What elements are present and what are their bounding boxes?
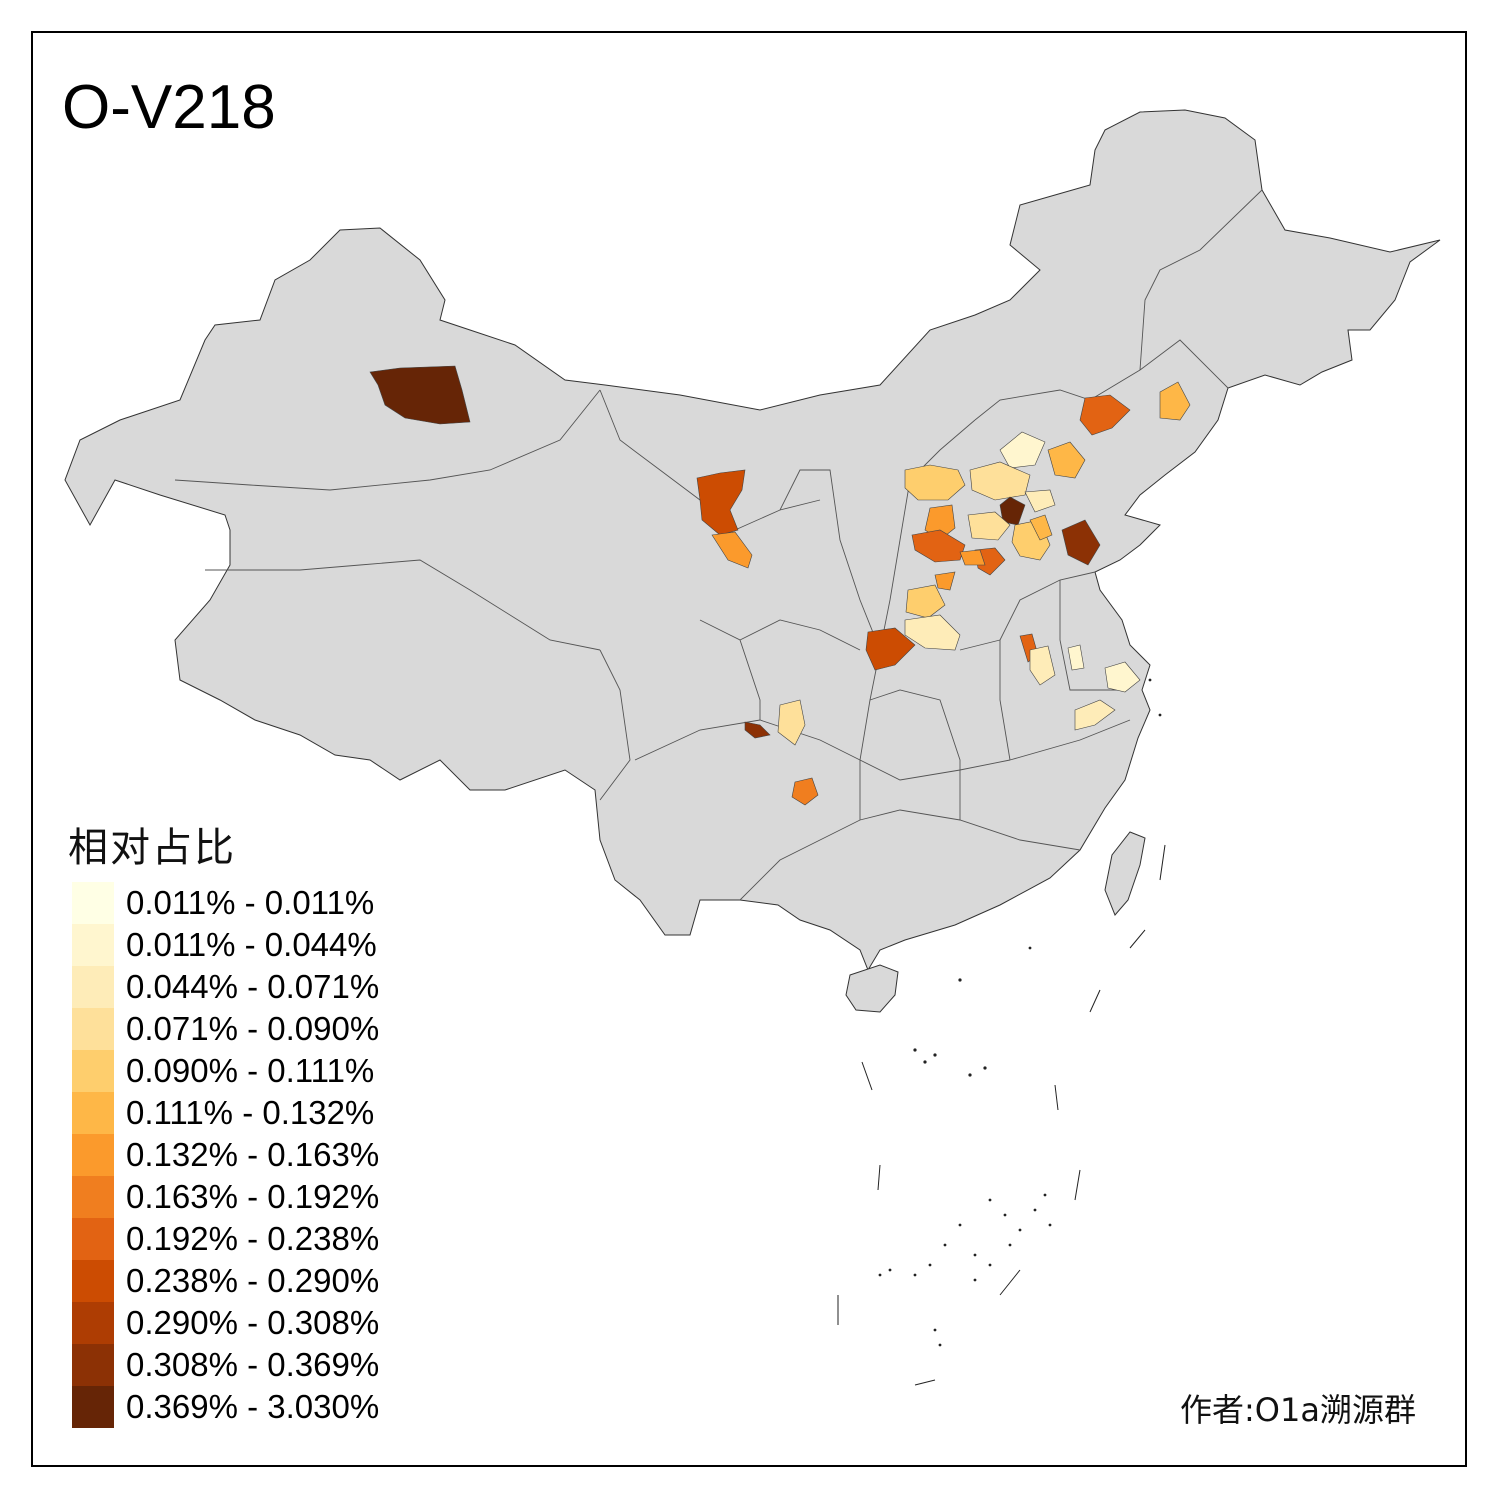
legend-item: 0.238% - 0.290% bbox=[72, 1260, 379, 1302]
legend-label: 0.308% - 0.369% bbox=[126, 1346, 380, 1383]
legend-swatch bbox=[72, 924, 114, 966]
legend-label: 0.071% - 0.090% bbox=[126, 1010, 380, 1047]
author-credit: 作者:O1a溯源群 bbox=[1180, 1391, 1416, 1429]
region-ningxia bbox=[696, 469, 746, 536]
legend-item: 0.071% - 0.090% bbox=[72, 1008, 379, 1050]
region-guizhou bbox=[791, 777, 819, 806]
legend-swatch bbox=[72, 1008, 114, 1050]
legend-item: 0.044% - 0.071% bbox=[72, 966, 379, 1008]
legend-item: 0.369% - 3.030% bbox=[72, 1386, 379, 1428]
legend-label: 0.192% - 0.238% bbox=[126, 1220, 380, 1257]
region-shanxi-south2 bbox=[905, 584, 946, 619]
region-liaoning-south bbox=[1047, 441, 1086, 479]
legend-item: 0.111% - 0.132% bbox=[72, 1092, 379, 1134]
legend-label: 0.111% - 0.132% bbox=[126, 1094, 375, 1131]
legend-item: 0.132% - 0.163% bbox=[72, 1134, 379, 1176]
map-title: O-V218 bbox=[62, 73, 276, 142]
region-xinjiang-north bbox=[369, 365, 471, 425]
legend-label: 0.163% - 0.192% bbox=[126, 1178, 380, 1215]
legend-item: 0.308% - 0.369% bbox=[72, 1344, 379, 1386]
region-tianjin-area bbox=[1024, 489, 1056, 513]
legend-label: 0.011% - 0.044% bbox=[126, 926, 377, 963]
region-shaanxi-south bbox=[865, 627, 916, 671]
hainan-island bbox=[845, 964, 899, 1013]
region-hebei-south2 bbox=[1029, 514, 1053, 541]
legend-item: 0.011% - 0.044% bbox=[72, 924, 379, 966]
region-shanxi-mid2 bbox=[911, 529, 966, 563]
legend-swatch bbox=[72, 1092, 114, 1134]
legend-swatch bbox=[72, 1302, 114, 1344]
legend-title: 相对占比 bbox=[68, 825, 236, 871]
legend: 0.011% - 0.011% 0.011% - 0.044% 0.044% -… bbox=[72, 882, 379, 1428]
legend-swatch bbox=[72, 1218, 114, 1260]
legend-swatch bbox=[72, 1050, 114, 1092]
region-zhejiang bbox=[1074, 699, 1116, 731]
taiwan-island bbox=[1104, 831, 1146, 916]
region-shanxi-north bbox=[904, 464, 966, 501]
region-jilin bbox=[1159, 381, 1191, 421]
region-sichuan-west bbox=[744, 721, 771, 739]
region-anhui-mid bbox=[1029, 645, 1056, 686]
legend-label: 0.238% - 0.290% bbox=[126, 1262, 380, 1299]
region-hebei-zhangjiakou bbox=[969, 461, 1031, 501]
legend-item: 0.192% - 0.238% bbox=[72, 1218, 379, 1260]
region-shandong bbox=[1061, 519, 1101, 566]
legend-swatch bbox=[72, 1134, 114, 1176]
legend-label: 0.011% - 0.011% bbox=[126, 884, 375, 921]
legend-label: 0.044% - 0.071% bbox=[126, 968, 380, 1005]
highlighted-regions bbox=[369, 365, 1191, 806]
region-sichuan bbox=[777, 699, 806, 746]
legend-label: 0.132% - 0.163% bbox=[126, 1136, 380, 1173]
region-shanxi-south bbox=[934, 571, 956, 591]
legend-item: 0.011% - 0.011% bbox=[72, 882, 379, 924]
legend-label: 0.090% - 0.111% bbox=[126, 1052, 375, 1089]
map-frame bbox=[31, 31, 1467, 1467]
south-sea-islands bbox=[837, 844, 1166, 1386]
legend-item: 0.163% - 0.192% bbox=[72, 1176, 379, 1218]
region-henan-north2 bbox=[959, 549, 986, 566]
legend-swatch bbox=[72, 966, 114, 1008]
china-landmass bbox=[64, 109, 1441, 972]
legend-item: 0.290% - 0.308% bbox=[72, 1302, 379, 1344]
legend-label: 0.369% - 3.030% bbox=[126, 1388, 380, 1425]
legend-swatch bbox=[72, 1176, 114, 1218]
legend-item: 0.090% - 0.111% bbox=[72, 1050, 379, 1092]
legend-swatch bbox=[72, 882, 114, 924]
region-hebei-north bbox=[999, 431, 1046, 469]
legend-label: 0.290% - 0.308% bbox=[126, 1304, 380, 1341]
legend-swatch bbox=[72, 1344, 114, 1386]
south-sea-dots bbox=[878, 678, 1162, 1347]
legend-swatch bbox=[72, 1386, 114, 1428]
legend-swatch bbox=[72, 1260, 114, 1302]
region-ningxia-south bbox=[711, 531, 753, 569]
region-jiangsu bbox=[1067, 644, 1085, 671]
region-jiangsu-south bbox=[1104, 661, 1141, 693]
region-henan-west bbox=[904, 614, 961, 651]
region-hebei-mid bbox=[967, 511, 1011, 541]
region-liaoning-west bbox=[1079, 394, 1131, 436]
